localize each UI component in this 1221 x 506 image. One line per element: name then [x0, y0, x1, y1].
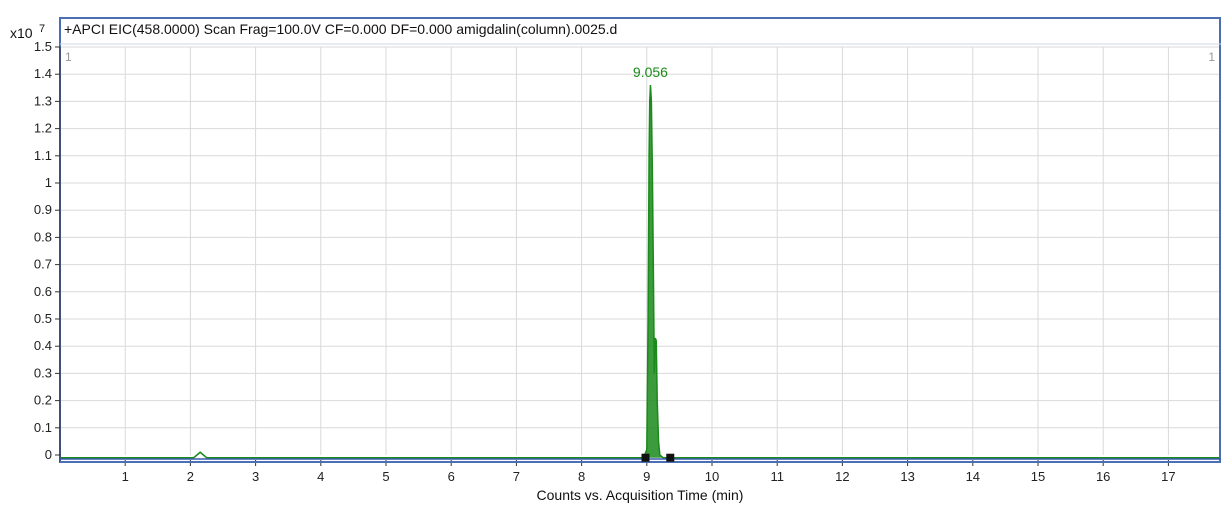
series-line — [60, 85, 1221, 459]
panel-number-left: 1 — [65, 50, 72, 64]
y-tick-label: 0.1 — [34, 420, 52, 435]
y-tick-label: 0.9 — [34, 202, 52, 217]
y-tick-label: 1.4 — [34, 66, 52, 81]
panel-number-right: 1 — [1208, 50, 1215, 64]
axis-layer: 0 0.1 0.2 0.3 0.4 0.5 0.6 0.7 0.8 0.9 1 1.1 1.2 1.3 1.… — [34, 17, 1221, 484]
x-tick-label: 14 — [966, 469, 980, 484]
y-tick-label: 1 — [45, 175, 52, 190]
x-tick-label: 10 — [705, 469, 719, 484]
x-tick-label: 7 — [513, 469, 520, 484]
y-tick-label: 0.5 — [34, 311, 52, 326]
chart-title: +APCI EIC(458.0000) Scan Frag=100.0V CF=… — [64, 21, 617, 37]
grid-layer — [60, 46, 1221, 455]
x-tick-label: 16 — [1096, 469, 1110, 484]
y-tick-label: 0.2 — [34, 393, 52, 408]
x-tick-label: 1 — [122, 469, 129, 484]
plot-frame — [59, 17, 1221, 463]
y-tick-label: 0.3 — [34, 365, 52, 380]
y-tick-label: 1.1 — [34, 148, 52, 163]
y-tick-label: 1.5 — [34, 39, 52, 54]
x-tick-label: 4 — [317, 469, 324, 484]
integration-marker — [666, 453, 675, 462]
y-tick-label: 0.4 — [34, 338, 52, 353]
y-tick-label: 0.6 — [34, 284, 52, 299]
x-tick-label: 6 — [448, 469, 455, 484]
x-tick-label: 2 — [187, 469, 194, 484]
y-multiplier-base: x10 — [10, 25, 33, 41]
series-layer — [60, 85, 1221, 459]
integration-marker — [641, 453, 650, 462]
y-tick-label: 1.2 — [34, 121, 52, 136]
x-tick-label: 8 — [578, 469, 585, 484]
x-tick-label: 9 — [643, 469, 650, 484]
x-axis-title: Counts vs. Acquisition Time (min) — [537, 487, 744, 503]
x-tick-label: 11 — [770, 469, 784, 484]
x-tick-label: 13 — [900, 469, 914, 484]
y-multiplier-exponent: 7 — [39, 23, 45, 35]
x-tick-label: 15 — [1031, 469, 1045, 484]
y-tick-label: 0 — [45, 447, 52, 462]
y-tick-label: 0.8 — [34, 229, 52, 244]
marker-layer — [641, 453, 675, 462]
x-tick-label: 5 — [382, 469, 389, 484]
x-tick-label: 12 — [835, 469, 849, 484]
y-tick-label: 0.7 — [34, 257, 52, 272]
peak-label: 9.056 — [633, 64, 668, 80]
x-tick-label: 3 — [252, 469, 259, 484]
x-tick-label: 17 — [1161, 469, 1175, 484]
y-tick-label: 1.3 — [34, 93, 52, 108]
